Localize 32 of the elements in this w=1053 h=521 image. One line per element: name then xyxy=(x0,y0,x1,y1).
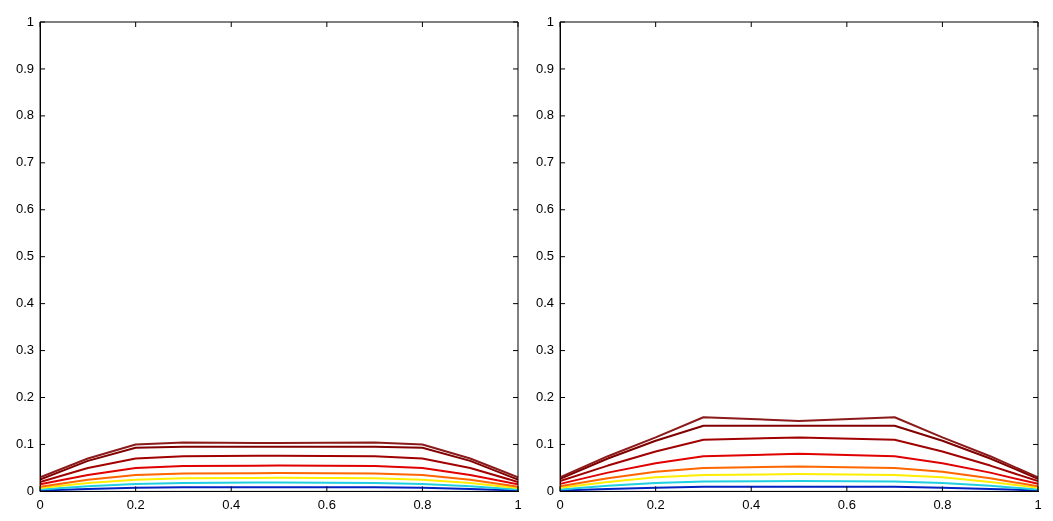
y-tick-label: 0.2 xyxy=(15,389,35,405)
x-tick-label: 0.2 xyxy=(646,496,665,512)
y-tick-label: 0 xyxy=(546,482,555,498)
y-tick-label: 0.1 xyxy=(15,436,35,452)
y-tick-label: 0.4 xyxy=(15,295,35,311)
y-tick-label: 0.5 xyxy=(15,248,35,264)
x-tick-label: 0.6 xyxy=(837,496,856,512)
y-tick-label: 0.3 xyxy=(15,342,35,358)
y-tick-label: 0.1 xyxy=(535,436,555,452)
y-tick-label: 0.9 xyxy=(535,60,555,76)
x-tick-label: 0.4 xyxy=(222,496,241,512)
x-tick-label: 0.8 xyxy=(413,496,432,512)
y-tick-label: 0.2 xyxy=(535,389,555,405)
y-tick-label: 0.8 xyxy=(15,107,35,123)
x-tick-label: 1 xyxy=(514,496,522,512)
y-tick-label: 0.6 xyxy=(535,201,555,217)
y-tick-label: 1 xyxy=(26,13,35,29)
y-tick-label: 0.4 xyxy=(535,295,555,311)
x-tick-label: 0.6 xyxy=(317,496,336,512)
x-tick-label: 0.2 xyxy=(126,496,145,512)
x-tick-label: 1 xyxy=(1034,496,1042,512)
y-tick-label: 0.5 xyxy=(535,248,555,264)
x-tick-label: 0.8 xyxy=(933,496,952,512)
x-tick-label: 0.4 xyxy=(742,496,761,512)
y-tick-label: 0.9 xyxy=(15,60,35,76)
y-tick-label: 0.6 xyxy=(15,201,35,217)
y-tick-label: 1 xyxy=(546,13,555,29)
y-tick-label: 0 xyxy=(26,482,35,498)
y-tick-label: 0.8 xyxy=(535,107,555,123)
y-tick-label: 0.7 xyxy=(535,154,555,170)
y-tick-label: 0.3 xyxy=(535,342,555,358)
y-tick-label: 0.7 xyxy=(15,154,35,170)
